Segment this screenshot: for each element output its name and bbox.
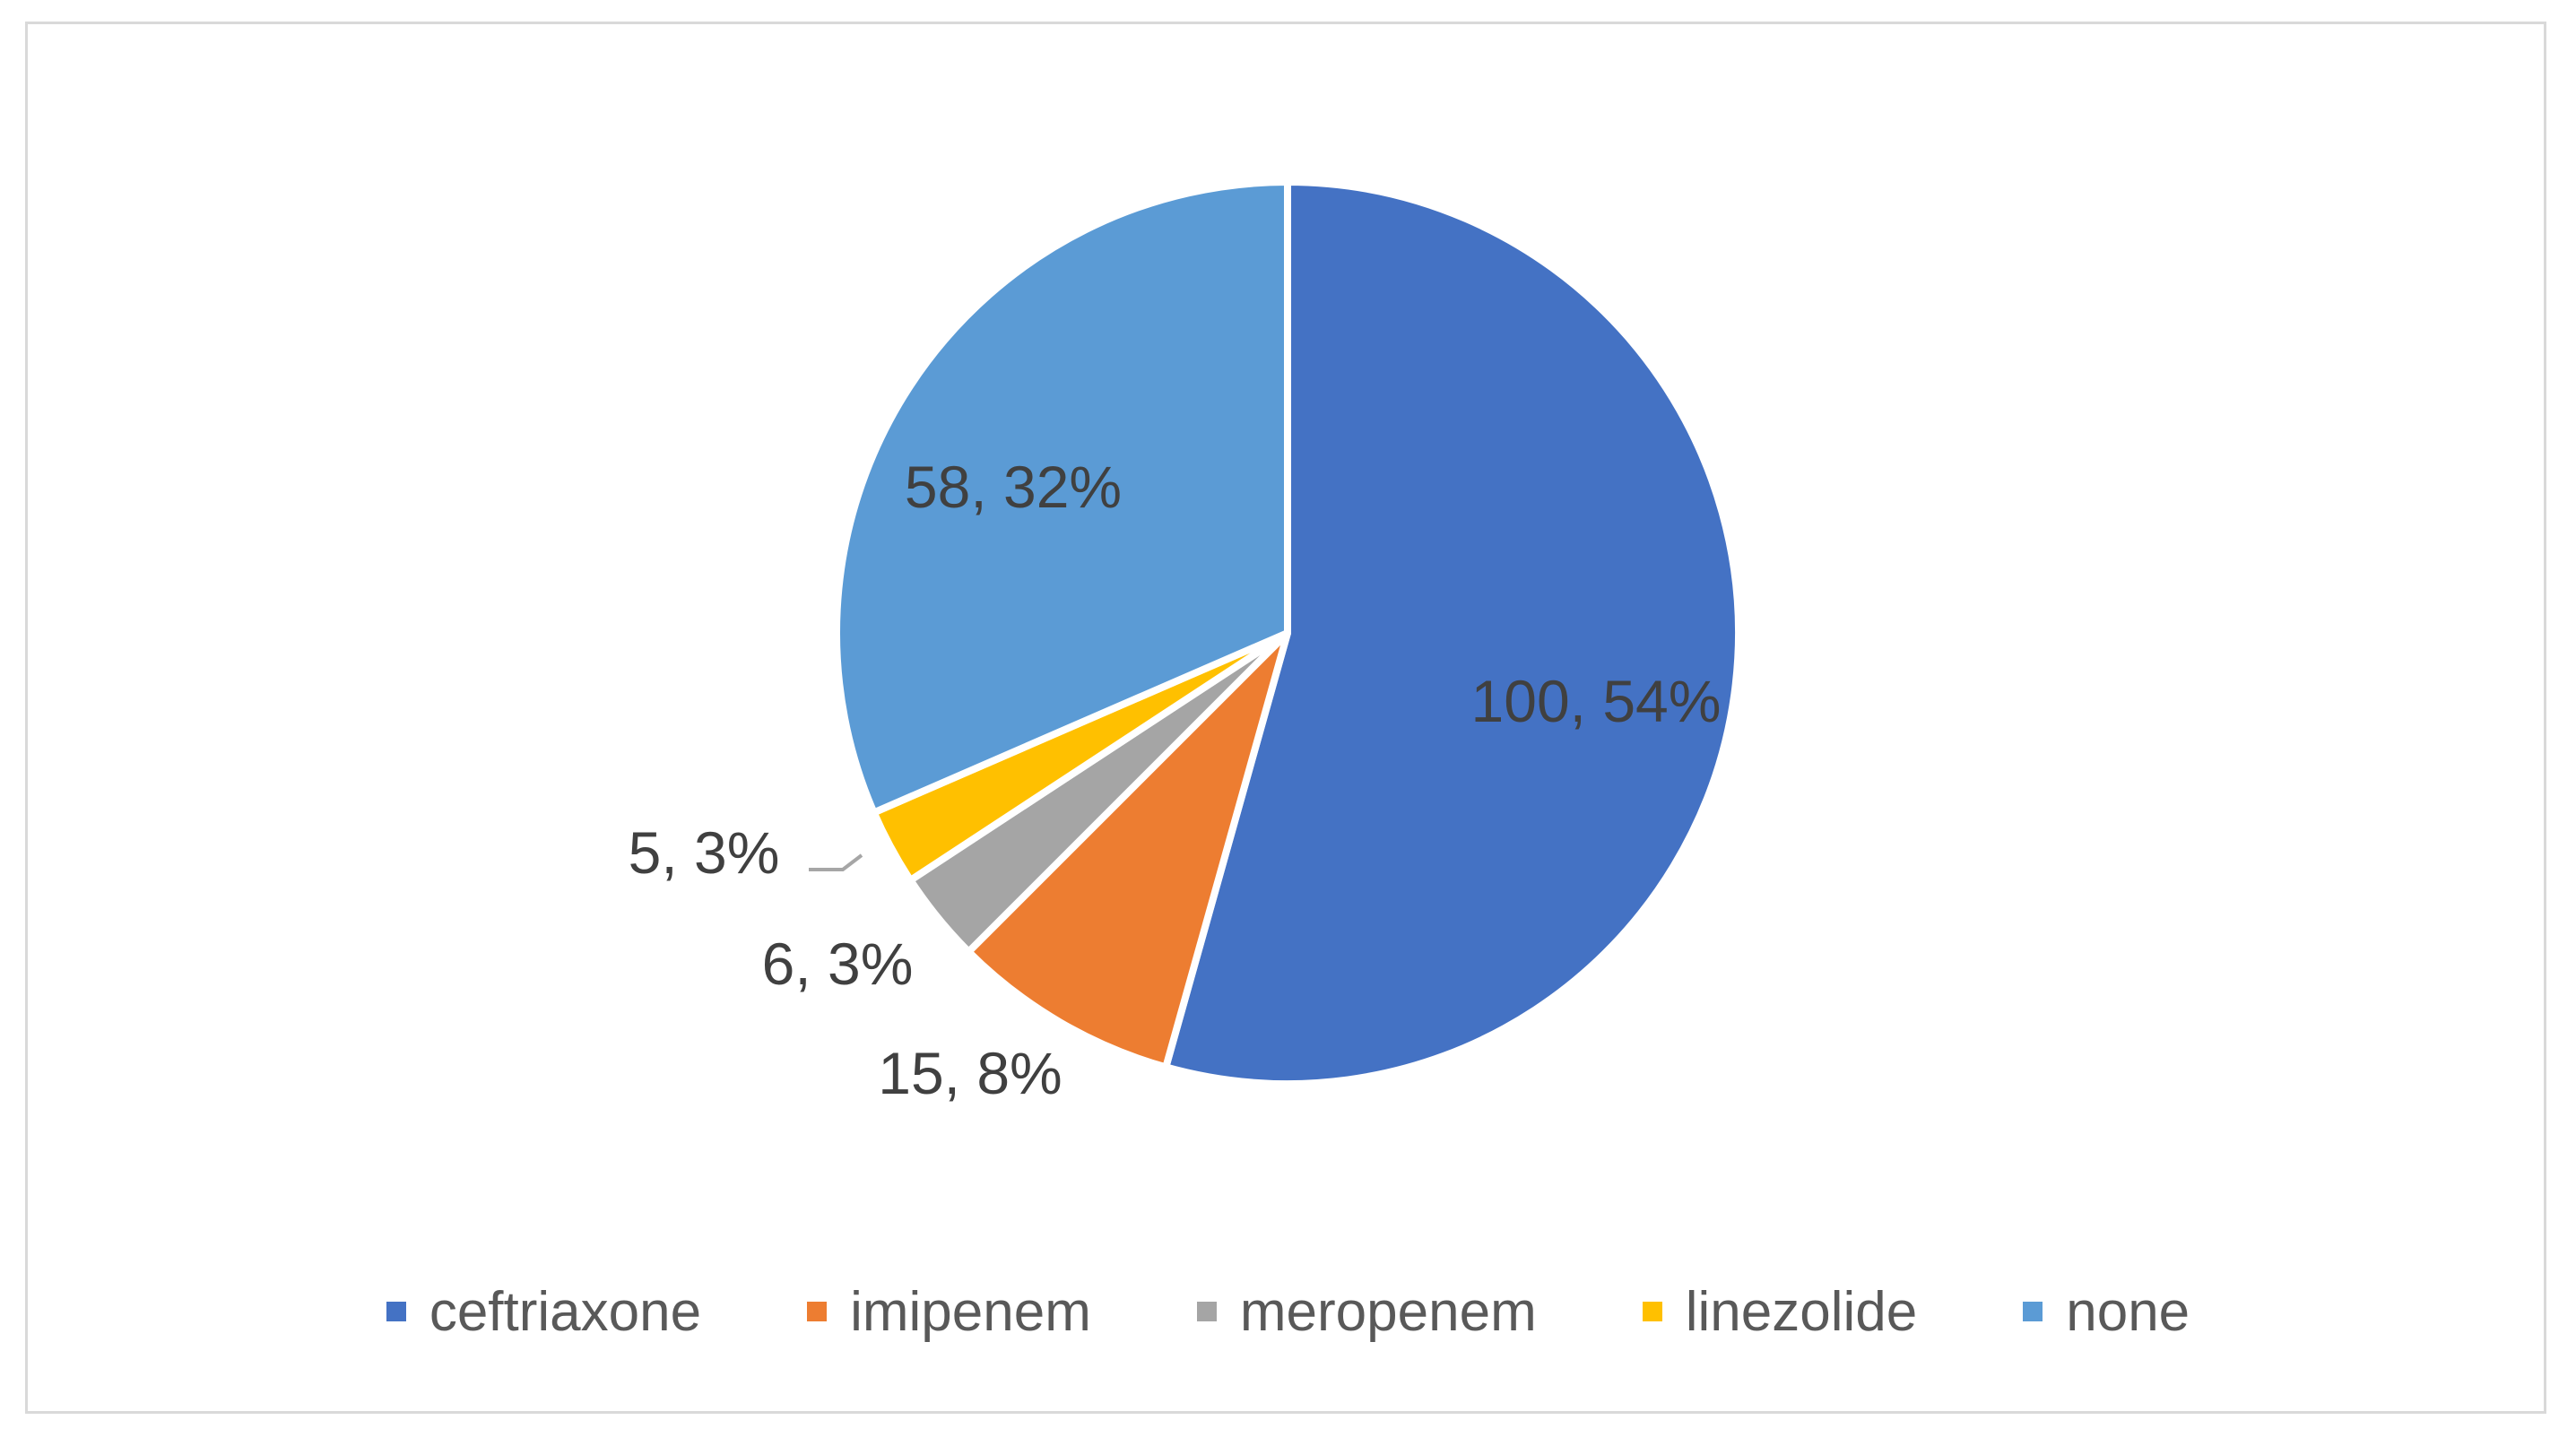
pie-slice-none: [833, 178, 1291, 817]
pie-slice-ceftriaxone: [1162, 178, 1742, 1087]
legend-swatch-imipenem: [807, 1302, 828, 1321]
pie-slice-imipenem: [965, 629, 1291, 1071]
legend-label-meropenem: meropenem: [1239, 1280, 1537, 1343]
data-label-none: 58, 32%: [905, 454, 1122, 520]
legend-swatch-ceftriaxone: [386, 1302, 406, 1321]
data-label-ceftriaxone: 100, 54%: [1471, 668, 1722, 734]
data-label-imipenem: 15, 8%: [878, 1040, 1062, 1106]
legend-item-imipenem: imipenem: [807, 1280, 1091, 1344]
data-labels: 100, 54% 15, 8% 6, 3% 5, 3% 58, 32%: [629, 454, 1722, 1106]
legend-swatch-none: [2023, 1302, 2043, 1321]
legend-label-ceftriaxone: ceftriaxone: [429, 1280, 702, 1343]
leader-line-linezolide: [809, 853, 863, 871]
legend-swatch-meropenem: [1196, 1302, 1217, 1321]
pie-slices: [833, 178, 1742, 1087]
legend-label-none: none: [2066, 1280, 2190, 1343]
data-label-linezolide: 5, 3%: [629, 819, 780, 886]
legend-label-linezolide: linezolide: [1685, 1280, 1918, 1343]
legend: ceftriaxone imipenem meropenem linezolide no…: [0, 1280, 2576, 1343]
legend-swatch-linezolide: [1642, 1302, 1662, 1321]
legend-item-meropenem: meropenem: [1196, 1280, 1537, 1344]
legend-item-none: none: [2023, 1280, 2190, 1344]
legend-item-linezolide: linezolide: [1642, 1280, 1918, 1344]
leader-lines: [809, 853, 863, 871]
data-label-meropenem: 6, 3%: [762, 931, 914, 997]
legend-item-ceftriaxone: ceftriaxone: [386, 1280, 701, 1344]
legend-label-imipenem: imipenem: [850, 1280, 1091, 1343]
